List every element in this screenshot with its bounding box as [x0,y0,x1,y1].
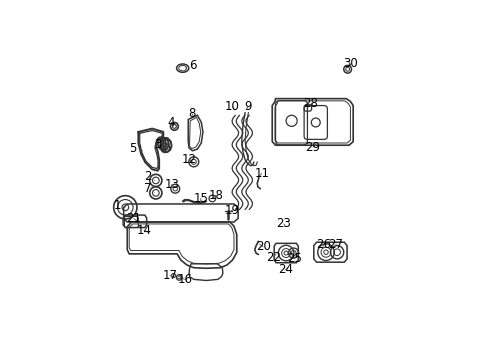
Text: 15: 15 [193,192,208,205]
Text: 27: 27 [328,238,343,251]
Text: 9: 9 [244,100,251,113]
Text: 20: 20 [255,240,270,253]
Text: 8: 8 [188,107,196,120]
Text: 12: 12 [182,153,197,166]
Text: 4: 4 [167,116,175,129]
Text: 24: 24 [277,264,292,276]
Text: 6: 6 [185,59,196,72]
Text: 22: 22 [265,251,280,264]
Text: 13: 13 [164,178,179,191]
Text: 7: 7 [144,182,154,195]
Text: 11: 11 [254,167,269,180]
Text: 1: 1 [114,199,125,212]
Text: 25: 25 [286,252,301,265]
Text: 3: 3 [154,138,164,151]
Text: 5: 5 [129,142,142,155]
Text: 18: 18 [208,189,223,202]
Text: 26: 26 [315,238,330,251]
Text: 19: 19 [224,203,240,217]
Text: 10: 10 [224,100,240,113]
Text: 2: 2 [144,170,155,183]
Text: 30: 30 [343,58,358,71]
Text: 14: 14 [136,224,151,237]
Text: 28: 28 [303,97,318,110]
Text: 21: 21 [126,212,141,225]
Text: 29: 29 [305,141,320,154]
Text: 16: 16 [178,273,193,286]
Text: 17: 17 [163,269,177,282]
Text: 23: 23 [276,217,291,230]
